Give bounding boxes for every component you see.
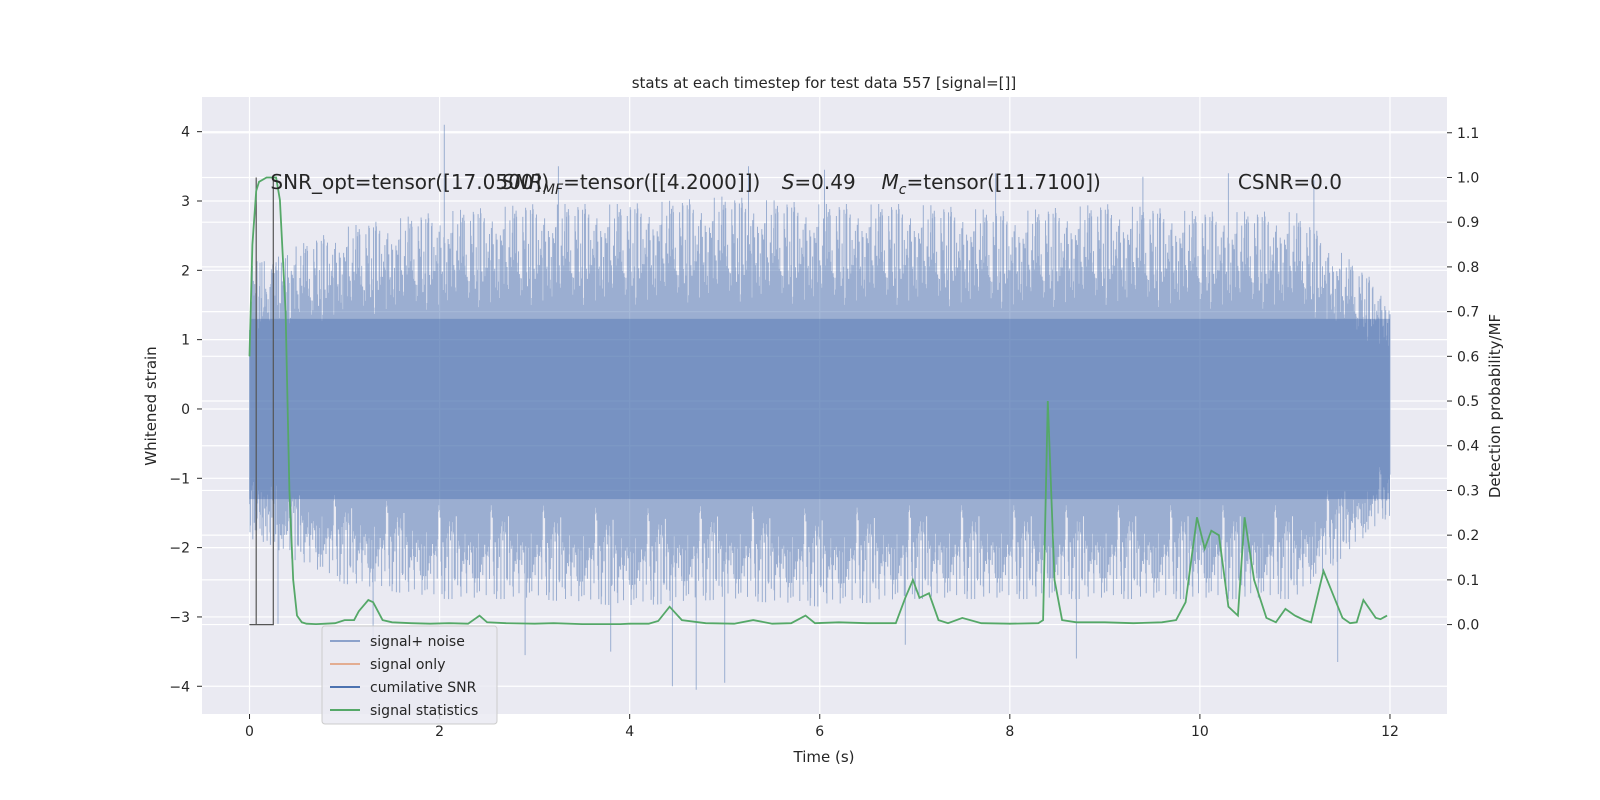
- y-right-tick-label-7: 0.7: [1457, 305, 1479, 321]
- y-left-tick-label-3: −1: [169, 471, 190, 487]
- y-right-tick-label-9: 0.9: [1457, 215, 1479, 231]
- series-cumulative-snr: [249, 177, 274, 626]
- legend-label-1: signal only: [370, 657, 445, 673]
- legend-items: signal+ noise signal only cumilative SNR si…: [330, 634, 478, 719]
- annotations: SNR_opt=tensor([17.0500])SNRMF=tensor([[…: [270, 170, 1342, 198]
- ticks: 0 2 4 6 8 10 12−4−3−2−1012340.00.10.20.30.40.5…: [169, 125, 1479, 740]
- annotation-1: SNRMF=tensor([[4.2000]]): [501, 170, 760, 198]
- annotation-4: CSNR=0.0: [1238, 170, 1342, 194]
- chart-title: stats at each timestep for test data 557…: [632, 74, 1017, 92]
- annotation-2: S=0.49: [782, 170, 856, 194]
- cumulative-snr-line: [249, 177, 274, 626]
- y-left-tick-label-8: 4: [181, 125, 190, 141]
- series-signal-statistics: [248, 176, 1388, 626]
- y-axis-label-left: Whitened strain: [142, 346, 160, 465]
- y-right-tick-label-3: 0.3: [1457, 483, 1479, 499]
- x-tick-label-4: 8: [1005, 724, 1014, 740]
- annotation-3: Mc=tensor([11.7100]): [882, 170, 1101, 198]
- y-left-tick-label-0: −4: [169, 679, 190, 695]
- annotation-0: SNR_opt=tensor([17.0500]): [270, 170, 549, 194]
- x-axis-label: Time (s): [793, 748, 855, 766]
- y-right-tick-label-2: 0.2: [1457, 528, 1479, 544]
- legend-box: [321, 625, 498, 725]
- noise-trace: [249, 124, 1391, 690]
- y-right-tick-label-6: 0.6: [1457, 349, 1479, 365]
- legend: signal+ noise signal only cumilative SNR si…: [321, 625, 498, 725]
- y-right-tick-label-4: 0.4: [1457, 439, 1479, 455]
- x-tick-label-2: 4: [625, 724, 634, 740]
- x-tick-label-6: 12: [1381, 724, 1399, 740]
- y-left-tick-label-2: −2: [169, 541, 190, 557]
- signal-statistics-line: [248, 176, 1388, 626]
- y-right-tick-label-8: 0.8: [1457, 260, 1479, 276]
- x-tick-label-5: 10: [1191, 724, 1209, 740]
- y-left-tick-label-7: 3: [181, 194, 190, 210]
- legend-label-0: signal+ noise: [370, 634, 465, 650]
- y-left-tick-label-5: 1: [181, 333, 190, 349]
- x-tick-label-3: 6: [815, 724, 824, 740]
- y-right-tick-label-0: 0.0: [1457, 618, 1479, 634]
- y-left-tick-label-4: 0: [181, 402, 190, 418]
- y-left-tick-label-6: 2: [181, 263, 190, 279]
- y-left-tick-label-1: −3: [169, 610, 190, 626]
- y-right-tick-label-10: 1.0: [1457, 170, 1479, 186]
- series-signal-noise: [249, 124, 1391, 690]
- x-tick-label-1: 2: [435, 724, 444, 740]
- y-right-tick-label-1: 0.1: [1457, 573, 1479, 589]
- y-right-tick-label-11: 1.1: [1457, 126, 1479, 142]
- y-axis-label-right: Detection probability/MF: [1486, 314, 1504, 498]
- legend-label-2: cumilative SNR: [370, 680, 477, 696]
- y-right-tick-label-5: 0.5: [1457, 394, 1479, 410]
- legend-label-3: signal statistics: [370, 703, 478, 719]
- x-tick-label-0: 0: [245, 724, 254, 740]
